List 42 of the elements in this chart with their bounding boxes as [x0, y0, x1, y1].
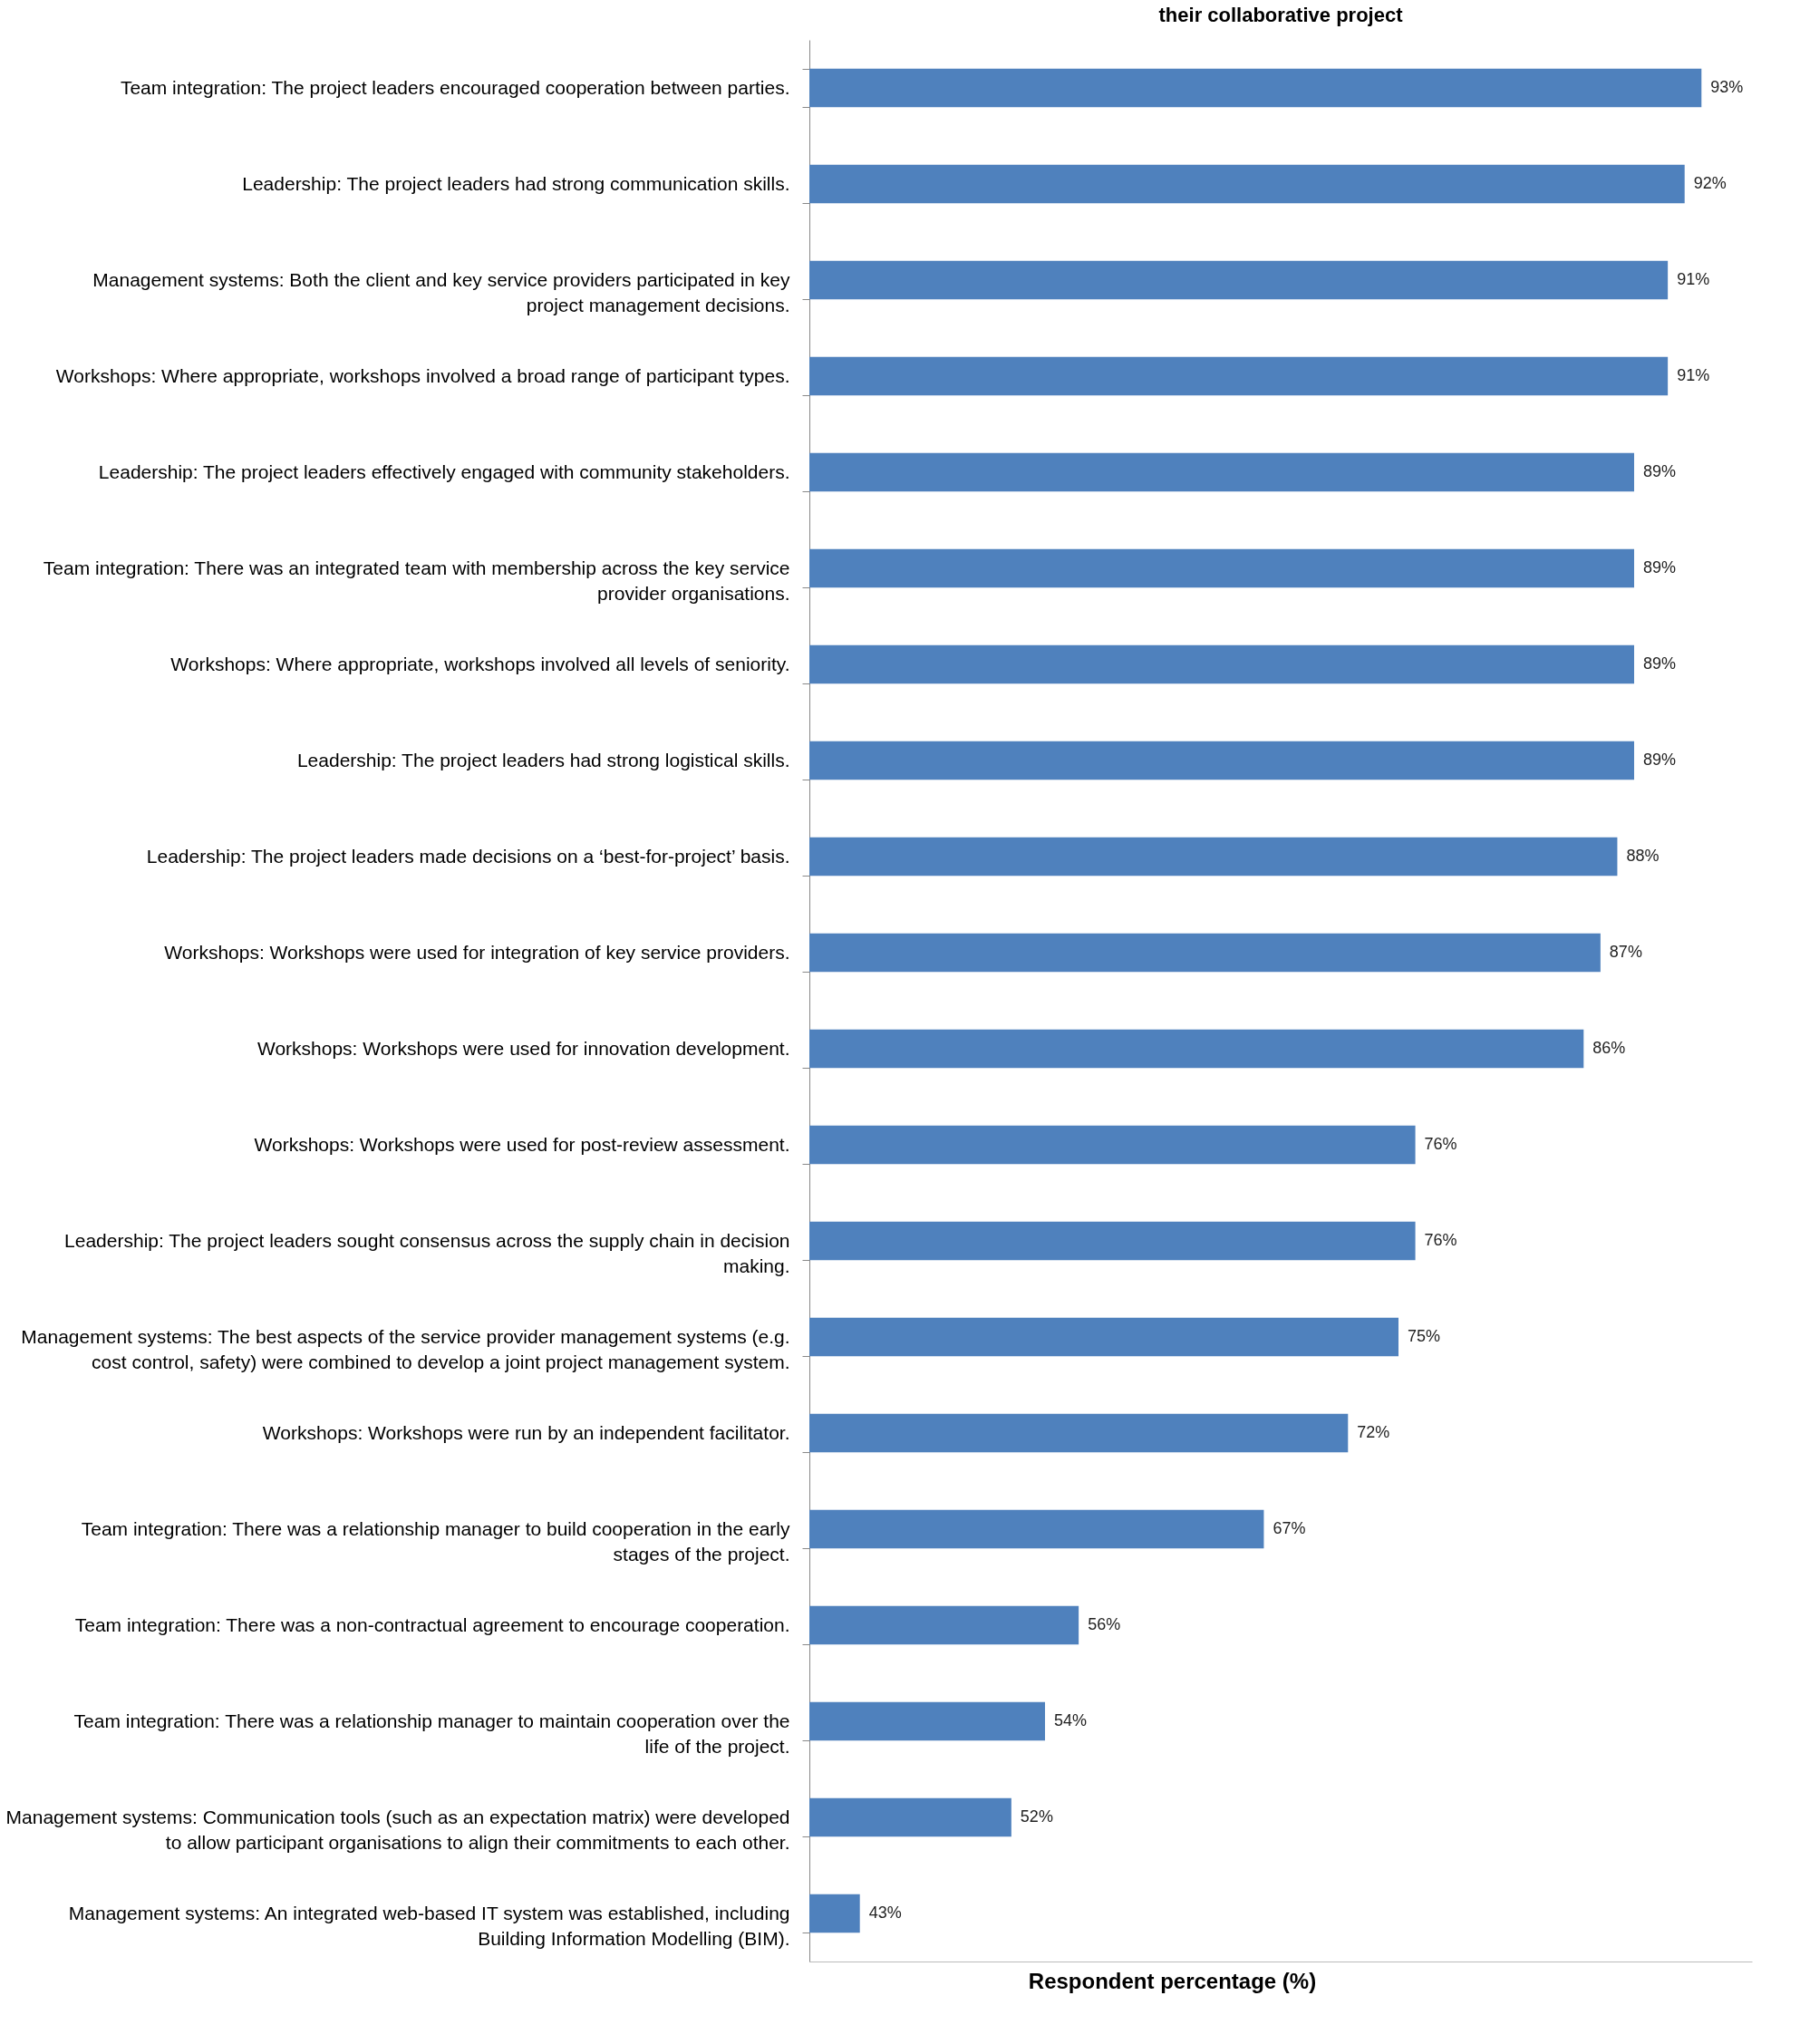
- y-tick-label: Workshops: Where appropriate, workshops involved all levels of seniority.: [170, 653, 790, 674]
- y-tick-label: Workshops: Workshops were used for post-review assessment.: [254, 1133, 790, 1155]
- data-label: 93%: [1710, 78, 1744, 96]
- data-label: 89%: [1643, 654, 1677, 673]
- data-label: 87%: [1609, 943, 1642, 961]
- y-tick-label: Workshops: Workshops were used for innovation development.: [256, 1037, 790, 1059]
- y-tick-label: Management systems: The best aspects of the service provider management systems (e.g. cost control, safety) were combined to develop a joint project management system.: [21, 1325, 790, 1372]
- y-tick-label: Team integration: There was a relationship manager to build cooperation in the early stages of the project.: [81, 1517, 790, 1564]
- data-label: 43%: [868, 1904, 902, 1922]
- x-axis-title: Respondent percentage (%): [1028, 1968, 1317, 1993]
- y-tick-label: Leadership: The project leaders had strong logistical skills.: [296, 749, 790, 770]
- data-label: 76%: [1424, 1231, 1457, 1249]
- data-label: 89%: [1643, 462, 1677, 480]
- y-tick-label: Workshops: Workshops were run by an independent facilitator.: [262, 1421, 790, 1443]
- y-tick-label: Team integration: There was a relationship manager to maintain cooperation over the life of the project.: [73, 1710, 790, 1757]
- y-tick-label: Management systems: An integrated web-based IT system was established, including Building Information Modelling (BIM).: [68, 1902, 790, 1949]
- data-label: 88%: [1626, 847, 1660, 865]
- data-label: 91%: [1677, 366, 1710, 384]
- y-tick-label: Workshops: Where appropriate, workshops involved a broad range of participant types.: [55, 364, 790, 386]
- y-tick-label: Management systems: Communication tools (such as an expectation matrix) were developed to allow participant organisations to align their commitments to each other.: [5, 1806, 790, 1853]
- data-label: 56%: [1088, 1615, 1121, 1633]
- y-tick-label: Workshops: Workshops were used for integration of key service providers.: [164, 941, 790, 963]
- y-tick-label: Team integration: There was an integrated team with membership across the key service provider organisations.: [43, 557, 790, 604]
- data-label: 92%: [1693, 174, 1727, 192]
- data-label: 76%: [1424, 1135, 1457, 1153]
- data-label: 52%: [1020, 1807, 1053, 1826]
- data-label: 89%: [1643, 558, 1677, 576]
- data-label: 54%: [1054, 1711, 1088, 1729]
- data-label: 75%: [1408, 1327, 1441, 1345]
- y-tick-label: Management systems: Both the client and key service providers participated in key project management decisions.: [92, 268, 790, 315]
- chart-title: their collaborative project: [1158, 4, 1404, 26]
- data-label: 72%: [1357, 1423, 1390, 1441]
- y-tick-label: Leadership: The project leaders made decisions on a ‘best-for-project’ basis.: [146, 845, 790, 867]
- data-label: 89%: [1643, 751, 1677, 769]
- data-label: 91%: [1677, 270, 1710, 288]
- y-tick-label: Leadership: The project leaders effectively engaged with community stakeholders.: [98, 460, 790, 482]
- y-tick-label: Team integration: There was a non-contractual agreement to encourage cooperation.: [74, 1613, 790, 1635]
- y-tick-label: Leadership: The project leaders had strong communication skills.: [242, 172, 790, 194]
- y-tick-label: Team integration: The project leaders encouraged cooperation between parties.: [120, 76, 790, 98]
- data-label: 67%: [1273, 1519, 1306, 1537]
- data-label: 86%: [1592, 1039, 1626, 1057]
- y-tick-label: Leadership: The project leaders sought consensus across the supply chain in decision making.: [64, 1229, 790, 1276]
